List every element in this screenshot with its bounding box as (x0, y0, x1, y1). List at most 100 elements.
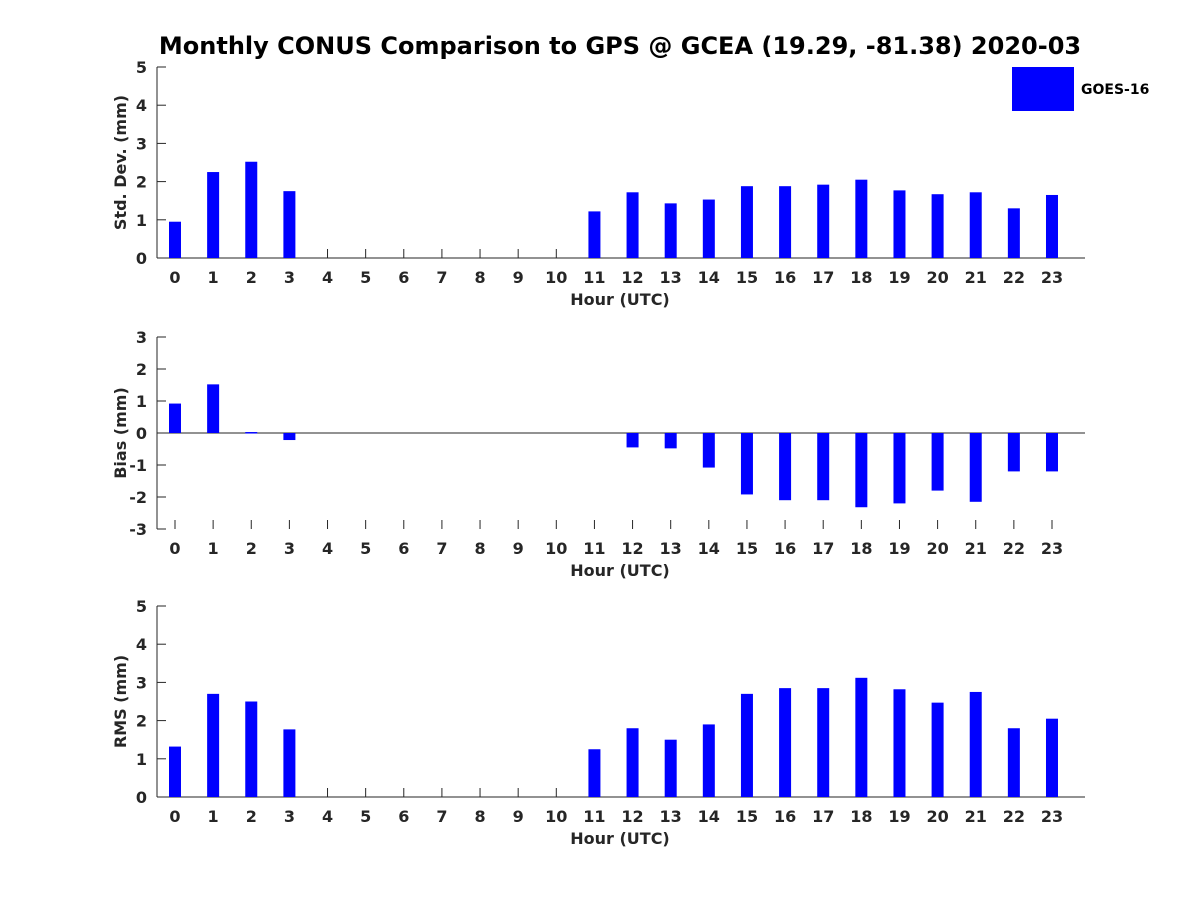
y-tick-label: 0 (136, 249, 147, 268)
x-tick-label: 0 (169, 539, 180, 558)
y-tick-label: 1 (136, 750, 147, 769)
x-tick-label: 8 (474, 268, 485, 287)
x-tick-label: 19 (888, 539, 910, 558)
x-tick-label: 4 (322, 539, 333, 558)
x-tick-label: 11 (583, 539, 605, 558)
x-tick-label: 2 (246, 268, 257, 287)
bar-std-dev-hour-20 (931, 194, 944, 258)
bar-bias-hour-0 (169, 403, 181, 433)
x-tick-label: 22 (1003, 268, 1025, 287)
y-tick-label: -1 (129, 456, 147, 475)
x-tick-label: 10 (545, 268, 567, 287)
x-tick-label: 16 (774, 807, 796, 826)
x-tick-label: 13 (660, 807, 682, 826)
x-tick-label: 11 (583, 807, 605, 826)
bar-rms-hour-13 (664, 739, 677, 797)
bar-std-dev-hour-2 (245, 161, 258, 258)
x-tick-label: 7 (436, 539, 447, 558)
x-tick-label: 1 (208, 539, 219, 558)
x-tick-label: 12 (621, 807, 643, 826)
bar-std-dev-hour-16 (779, 186, 792, 258)
y-tick-label: 3 (136, 134, 147, 153)
x-tick-label: 11 (583, 268, 605, 287)
bar-bias-hour-17 (817, 433, 830, 501)
x-tick-label: 17 (812, 539, 834, 558)
x-tick-label: 3 (284, 539, 295, 558)
x-axis-label: Hour (UTC) (570, 561, 670, 580)
x-tick-label: 0 (169, 807, 180, 826)
bar-bias-hour-12 (626, 433, 639, 448)
bar-std-dev-hour-19 (893, 190, 906, 258)
x-tick-label: 13 (660, 268, 682, 287)
bar-bias-hour-3 (283, 433, 296, 441)
y-tick-label: 4 (136, 635, 147, 654)
legend: GOES-16 (1012, 67, 1149, 111)
bar-std-dev-hour-18 (855, 179, 868, 258)
x-tick-label: 4 (322, 807, 333, 826)
x-tick-label: 0 (169, 268, 180, 287)
bar-bias-hour-20 (931, 433, 944, 491)
y-axis-label: Bias (mm) (111, 387, 130, 479)
bar-std-dev-hour-11 (588, 211, 601, 258)
bar-rms-hour-2 (245, 701, 258, 797)
y-tick-label: 0 (136, 788, 147, 807)
bar-rms-hour-21 (969, 691, 982, 797)
x-tick-label: 23 (1041, 807, 1063, 826)
x-tick-label: 6 (398, 539, 409, 558)
legend-label: GOES-16 (1081, 82, 1149, 98)
bar-std-dev-hour-21 (969, 192, 982, 258)
bar-std-dev-hour-23 (1045, 194, 1058, 258)
x-tick-label: 21 (965, 268, 987, 287)
bar-rms-hour-3 (283, 729, 296, 797)
y-tick-label: 3 (136, 673, 147, 692)
x-tick-label: 9 (513, 807, 524, 826)
bar-rms-hour-22 (1007, 728, 1020, 797)
x-tick-label: 2 (246, 539, 257, 558)
x-tick-label: 18 (850, 539, 872, 558)
y-tick-label: 2 (136, 360, 147, 379)
x-tick-label: 8 (474, 807, 485, 826)
bar-std-dev-hour-15 (740, 186, 753, 258)
x-tick-label: 23 (1041, 268, 1063, 287)
x-tick-label: 9 (513, 539, 524, 558)
bar-bias-hour-1 (207, 384, 220, 433)
bar-std-dev-hour-22 (1007, 208, 1020, 258)
x-tick-label: 16 (774, 268, 796, 287)
y-tick-label: 5 (136, 58, 147, 77)
x-tick-label: 10 (545, 539, 567, 558)
x-tick-label: 21 (965, 539, 987, 558)
x-tick-label: 8 (474, 539, 485, 558)
bar-bias-hour-14 (702, 433, 715, 468)
bar-rms-hour-16 (779, 688, 792, 797)
x-tick-label: 19 (888, 807, 910, 826)
bar-rms-hour-15 (740, 693, 753, 797)
bar-bias-hour-2 (245, 432, 258, 434)
bar-bias-hour-15 (740, 433, 753, 495)
x-tick-label: 17 (812, 807, 834, 826)
x-tick-label: 20 (926, 807, 948, 826)
y-axis-label: RMS (mm) (111, 655, 130, 748)
y-tick-label: 1 (136, 211, 147, 230)
x-tick-label: 17 (812, 268, 834, 287)
x-tick-label: 12 (621, 268, 643, 287)
x-tick-label: 16 (774, 539, 796, 558)
x-tick-label: 18 (850, 807, 872, 826)
bar-std-dev-hour-0 (169, 221, 181, 258)
x-tick-label: 15 (736, 807, 758, 826)
y-tick-label: 1 (136, 392, 147, 411)
x-tick-label: 6 (398, 807, 409, 826)
bar-bias-hour-16 (779, 433, 792, 501)
y-tick-label: 0 (136, 424, 147, 443)
bar-rms-hour-14 (702, 724, 715, 797)
x-tick-label: 14 (698, 807, 720, 826)
x-tick-label: 7 (436, 268, 447, 287)
x-tick-label: 10 (545, 807, 567, 826)
bar-bias-hour-21 (969, 433, 982, 502)
bar-std-dev-hour-13 (664, 203, 677, 258)
x-tick-label: 4 (322, 268, 333, 287)
y-tick-label: 5 (136, 597, 147, 616)
